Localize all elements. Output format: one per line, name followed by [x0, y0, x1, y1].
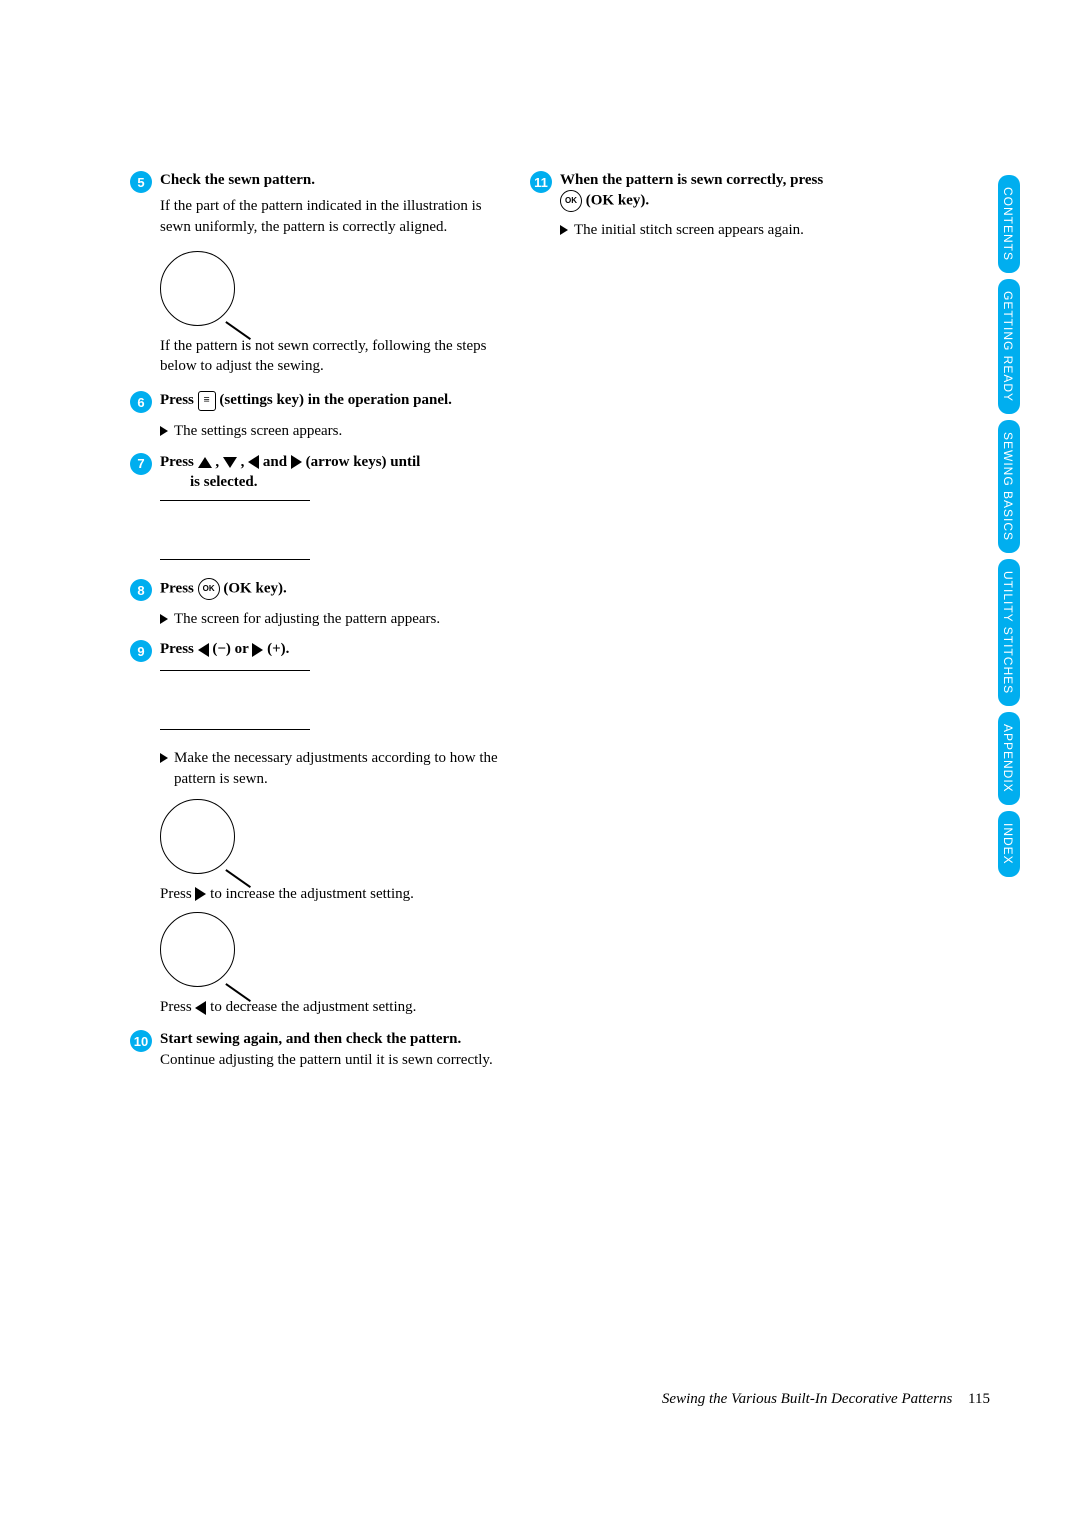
nav-tab-contents[interactable]: CONTENTS	[998, 175, 1020, 273]
right-column: 11 When the pattern is sewn correctly, p…	[530, 170, 900, 1078]
illustration-magnifier	[160, 799, 500, 874]
arrow-left-icon	[198, 643, 209, 657]
nav-tab-index[interactable]: INDEX	[998, 811, 1020, 877]
step-10: 10 Start sewing again, and then check th…	[130, 1029, 500, 1070]
text: (settings key) in the operation panel.	[216, 392, 452, 408]
text: to decrease the adjustment setting.	[206, 999, 416, 1015]
step-number-badge: 8	[130, 579, 152, 601]
text: When the pattern is sewn correctly, pres…	[560, 172, 823, 188]
arrow-down-icon	[223, 457, 237, 468]
arrow-right-icon	[291, 455, 302, 469]
page-number: 115	[968, 1391, 990, 1407]
result-text: Make the necessary adjustments according…	[174, 748, 500, 789]
step-body: Start sewing again, and then check the p…	[160, 1029, 500, 1070]
illustration-magnifier	[160, 251, 500, 326]
result-arrow-icon	[160, 753, 168, 763]
text: to increase the adjustment setting.	[206, 886, 413, 902]
footer-section-title: Sewing the Various Built-In Decorative P…	[662, 1391, 952, 1407]
text: Press	[160, 392, 198, 408]
step-8: 8 Press OK (OK key).	[130, 578, 500, 601]
result-arrow-icon	[160, 614, 168, 624]
screen-illustration	[160, 670, 310, 730]
arrow-left-icon	[248, 455, 259, 469]
hint-decrease: Press to decrease the adjustment setting…	[160, 997, 500, 1017]
nav-tab-utility-stitches[interactable]: UTILITY STITCHES	[998, 559, 1020, 706]
step-text: If the part of the pattern indicated in …	[160, 196, 500, 237]
arrow-right-icon	[195, 887, 206, 901]
text: ,	[212, 454, 223, 470]
step-number-badge: 9	[130, 640, 152, 662]
step-text: Continue adjusting the pattern until it …	[160, 1050, 500, 1070]
result-arrow-icon	[160, 426, 168, 436]
step-11: 11 When the pattern is sewn correctly, p…	[530, 170, 900, 212]
text: is selected.	[190, 472, 500, 492]
arrow-up-icon	[198, 457, 212, 468]
result-text: The screen for adjusting the pattern app…	[174, 609, 440, 629]
step-5: 5 Check the sewn pattern. If the part of…	[130, 170, 500, 243]
text: (OK key).	[582, 193, 649, 209]
result-text: The initial stitch screen appears again.	[574, 220, 804, 240]
text: Press	[160, 454, 198, 470]
step-6: 6 Press ≡ (settings key) in the operatio…	[130, 390, 500, 413]
settings-key-icon: ≡	[198, 391, 216, 411]
step-7: 7 Press , , and (arrow keys) until is se…	[130, 452, 500, 493]
step-number-badge: 11	[530, 171, 552, 193]
step-title: When the pattern is sewn correctly, pres…	[560, 170, 900, 212]
step-title: Press OK (OK key).	[160, 578, 500, 601]
nav-tab-sewing-basics[interactable]: SEWING BASICS	[998, 420, 1020, 553]
left-column: 5 Check the sewn pattern. If the part of…	[130, 170, 500, 1078]
step-title: Press ≡ (settings key) in the operation …	[160, 390, 500, 413]
ok-key-icon: OK	[198, 578, 220, 600]
text: (+).	[263, 641, 289, 657]
result-line: The screen for adjusting the pattern app…	[160, 609, 500, 629]
arrow-left-icon	[195, 1001, 206, 1015]
text: (arrow keys) until	[302, 454, 420, 470]
text: (OK key).	[220, 580, 287, 596]
result-line: The settings screen appears.	[160, 421, 500, 441]
step-title: Check the sewn pattern.	[160, 170, 500, 190]
text: Press	[160, 580, 198, 596]
step-number-badge: 6	[130, 391, 152, 413]
text: (−) or	[209, 641, 253, 657]
nav-tab-appendix[interactable]: APPENDIX	[998, 712, 1020, 805]
arrow-right-icon	[252, 643, 263, 657]
ok-key-icon: OK	[560, 190, 582, 212]
step-9: 9 Press (−) or (+).	[130, 639, 500, 662]
text: Press	[160, 999, 195, 1015]
step-body: Check the sewn pattern. If the part of t…	[160, 170, 500, 243]
screen-illustration	[160, 500, 310, 560]
step-number-badge: 10	[130, 1030, 152, 1052]
nav-tab-getting-ready[interactable]: GETTING READY	[998, 279, 1020, 414]
side-nav-tabs: CONTENTS GETTING READY SEWING BASICS UTI…	[998, 175, 1020, 877]
text: Press	[160, 641, 198, 657]
step-number-badge: 7	[130, 453, 152, 475]
page-footer: Sewing the Various Built-In Decorative P…	[662, 1391, 990, 1408]
step-title: Press , , and (arrow keys) until is sele…	[160, 452, 500, 493]
step-number-badge: 5	[130, 171, 152, 193]
step-title: Start sewing again, and then check the p…	[160, 1029, 500, 1049]
illustration-magnifier	[160, 912, 500, 987]
result-line: Make the necessary adjustments according…	[160, 748, 500, 789]
page-body: 5 Check the sewn pattern. If the part of…	[0, 0, 1080, 1138]
text: ,	[237, 454, 248, 470]
step-text: If the pattern is not sewn correctly, fo…	[160, 336, 500, 377]
result-line: The initial stitch screen appears again.	[560, 220, 900, 240]
text: Press	[160, 886, 195, 902]
step-title: Press (−) or (+).	[160, 639, 500, 662]
result-arrow-icon	[560, 225, 568, 235]
text: and	[259, 454, 291, 470]
hint-increase: Press to increase the adjustment setting…	[160, 884, 500, 904]
result-text: The settings screen appears.	[174, 421, 342, 441]
